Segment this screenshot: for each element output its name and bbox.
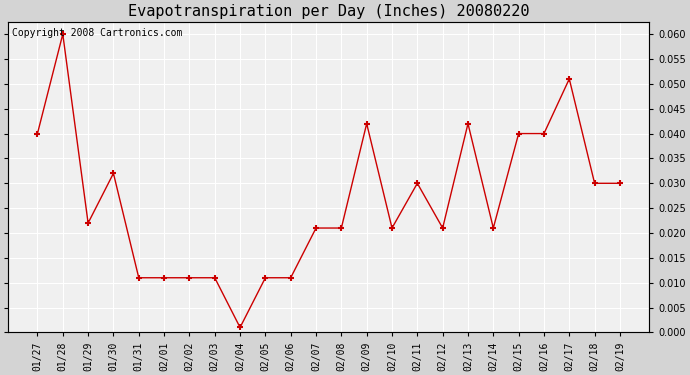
Title: Evapotranspiration per Day (Inches) 20080220: Evapotranspiration per Day (Inches) 2008… bbox=[128, 4, 529, 19]
Text: Copyright 2008 Cartronics.com: Copyright 2008 Cartronics.com bbox=[12, 28, 182, 38]
